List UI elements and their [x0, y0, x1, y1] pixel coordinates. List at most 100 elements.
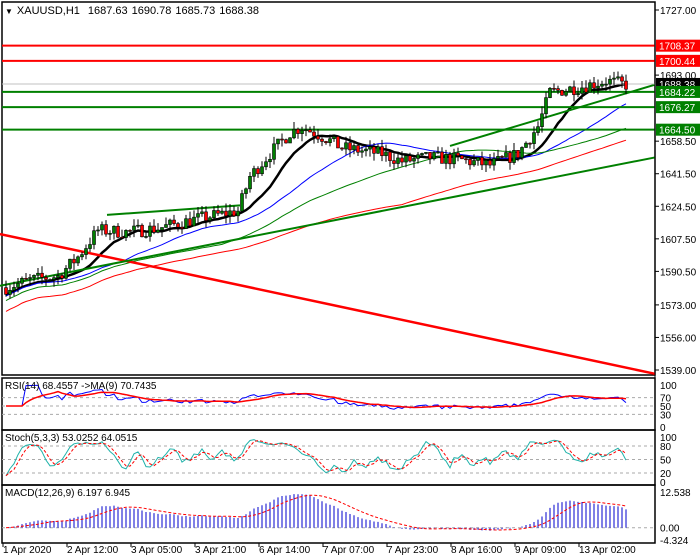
candle-body: [56, 275, 60, 278]
candle-body: [504, 152, 508, 158]
price-axis-label: 1693.00: [660, 71, 697, 82]
candle-body: [496, 156, 500, 159]
trendline: [0, 156, 656, 287]
price-axis-label: 1727.00: [660, 6, 697, 17]
candle-body: [452, 152, 456, 165]
candle-body: [132, 225, 136, 231]
candle-body: [180, 226, 184, 229]
candle-body: [604, 83, 608, 86]
candle-body: [348, 142, 352, 151]
candle-body: [564, 91, 568, 96]
candle-body: [260, 166, 264, 175]
candle-body: [320, 138, 324, 142]
candle-body: [568, 86, 572, 92]
price-level-label: 1700.44: [659, 57, 696, 68]
candle-body: [620, 76, 624, 82]
candle-body: [552, 87, 556, 90]
candle-body: [196, 213, 200, 218]
candle-body: [4, 287, 8, 295]
candle-body: [492, 158, 496, 166]
candle-body: [612, 77, 616, 80]
price-level-tag: [656, 123, 700, 136]
candle-body: [476, 157, 480, 161]
candle-body: [364, 148, 368, 152]
panel-frame-0: [1, 1, 656, 376]
candle-body: [264, 161, 268, 168]
candle-body: [588, 82, 592, 93]
price-axis-label: 1573.00: [660, 301, 697, 312]
candle-body: [292, 128, 296, 139]
candle-body: [432, 152, 436, 160]
candle-body: [356, 145, 360, 153]
candle-body: [128, 230, 132, 232]
candle-body: [428, 152, 432, 160]
indicator-axis-label: 50: [660, 402, 672, 413]
price-axis-label: 1607.50: [660, 235, 697, 246]
candle-body: [104, 224, 108, 235]
candle-body: [544, 97, 548, 115]
candle-body: [540, 113, 544, 127]
candle-body: [144, 236, 148, 238]
stoch-title: Stoch(5,3,3) 53.0252 64.0515: [5, 433, 138, 444]
stoch-signal-line: [5, 440, 627, 477]
price-axis-label: 1590.50: [660, 267, 697, 278]
time-axis-label: 13 Apr 02:00: [579, 545, 636, 556]
candle-body: [600, 83, 604, 87]
candle-body: [276, 138, 280, 145]
rsi-line: [6, 384, 627, 410]
macd-title: MACD(12,26,9) 6.197 6.945: [5, 488, 131, 499]
candle-body: [48, 279, 52, 281]
candle-body: [60, 275, 64, 279]
candle-body: [380, 146, 384, 157]
candle-body: [304, 129, 308, 132]
candle-body: [236, 210, 240, 217]
candle-body: [408, 155, 412, 162]
trendline: [0, 232, 656, 376]
price-level-label: 1688.38: [659, 80, 696, 91]
moving-average-line: [5, 139, 627, 312]
candle-body: [420, 153, 424, 156]
candle-body: [392, 160, 396, 164]
indicator-axis-label: 30: [660, 410, 672, 421]
symbol-label: XAUUSD,H1: [16, 5, 80, 17]
chart-header: ▼ XAUUSD,H1 1687.63 1690.78 1685.73 1688…: [5, 5, 259, 17]
candle-body: [224, 210, 228, 217]
rsi-ma-line: [6, 390, 627, 409]
candle-body: [152, 225, 156, 233]
candle-body: [360, 150, 364, 153]
candle-body: [336, 136, 340, 149]
macd-signal-line: [5, 494, 627, 531]
price-level-label: 1684.22: [659, 88, 696, 99]
candle-body: [384, 151, 388, 157]
trendline: [449, 83, 656, 147]
candle-body: [188, 218, 192, 227]
candle-body: [140, 224, 144, 238]
candle-body: [204, 211, 208, 221]
candle-body: [316, 135, 320, 140]
candle-body: [248, 176, 252, 190]
ohlc-close: 1688.38: [219, 5, 259, 17]
time-axis-label: 3 Apr 21:00: [195, 545, 247, 556]
indicator-axis-label: 80: [660, 442, 672, 453]
candle-body: [416, 154, 420, 159]
candle-body: [560, 90, 564, 96]
candle-body: [172, 219, 176, 224]
candle-body: [396, 157, 400, 164]
candle-body: [92, 230, 96, 245]
candle-body: [40, 272, 44, 278]
candle-body: [168, 219, 172, 225]
candle-body: [12, 287, 16, 291]
price-level-tag: [656, 85, 700, 98]
candle-body: [464, 158, 468, 161]
candle-body: [272, 143, 276, 160]
trendline: [106, 204, 241, 216]
candle-body: [340, 147, 344, 150]
candle-body: [64, 268, 68, 279]
candle-body: [88, 244, 92, 249]
price-level-tag: [656, 39, 700, 52]
dropdown-triangle-icon[interactable]: ▼: [5, 6, 13, 16]
candle-body: [280, 138, 284, 141]
candle-body: [96, 229, 100, 232]
